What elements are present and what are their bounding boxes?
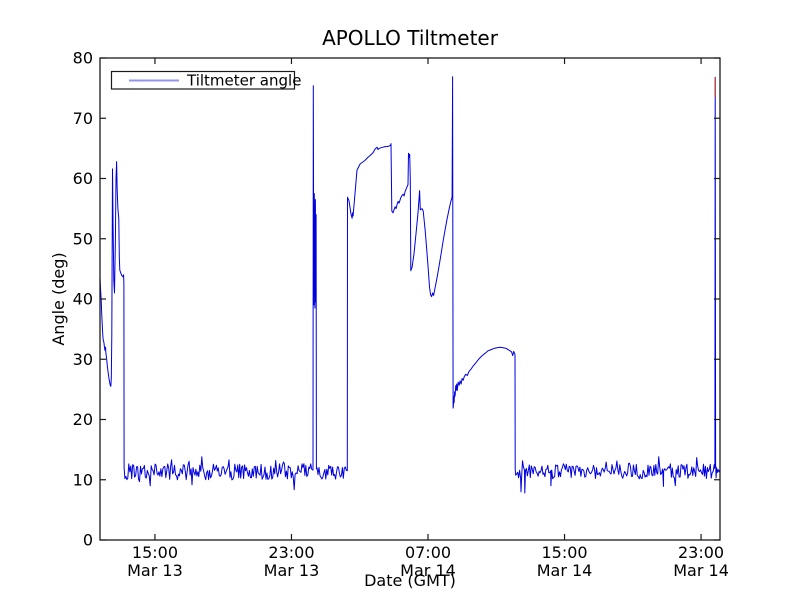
- tiltmeter-angle-line: [100, 76, 720, 494]
- x-tick-date-label: Mar 13: [127, 561, 183, 580]
- x-axis-label: Date (GMT): [364, 571, 456, 590]
- x-tick-date-label: Mar 14: [537, 561, 593, 580]
- y-tick-label: 20: [73, 410, 93, 429]
- y-tick-label: 40: [73, 290, 93, 309]
- x-tick-time-label: 07:00: [405, 543, 451, 562]
- data-series-layer: [100, 76, 720, 494]
- y-tick-label: 0: [83, 531, 93, 550]
- y-tick-label: 10: [73, 470, 93, 489]
- x-tick-time-label: 23:00: [678, 543, 724, 562]
- x-tick-time-label: 15:00: [541, 543, 587, 562]
- y-axis-label: Angle (deg): [49, 252, 68, 345]
- legend-label: Tiltmeter angle: [186, 72, 301, 90]
- y-tick-label: 70: [73, 109, 93, 128]
- y-tick-label: 60: [73, 169, 93, 188]
- y-tick-label: 50: [73, 229, 93, 248]
- legend-box: [110, 70, 296, 90]
- x-tick-date-label: Mar 14: [400, 561, 456, 580]
- legend: Tiltmeter angle: [110, 70, 301, 90]
- x-tick-time-label: 23:00: [268, 543, 314, 562]
- chart-title: APOLLO Tiltmeter: [322, 26, 499, 50]
- x-tick-date-label: Mar 13: [264, 561, 320, 580]
- y-tick-label: 30: [73, 350, 93, 369]
- x-tick-date-label: Mar 14: [673, 561, 729, 580]
- y-tick-label: 80: [73, 49, 93, 68]
- x-tick-time-label: 15:00: [132, 543, 178, 562]
